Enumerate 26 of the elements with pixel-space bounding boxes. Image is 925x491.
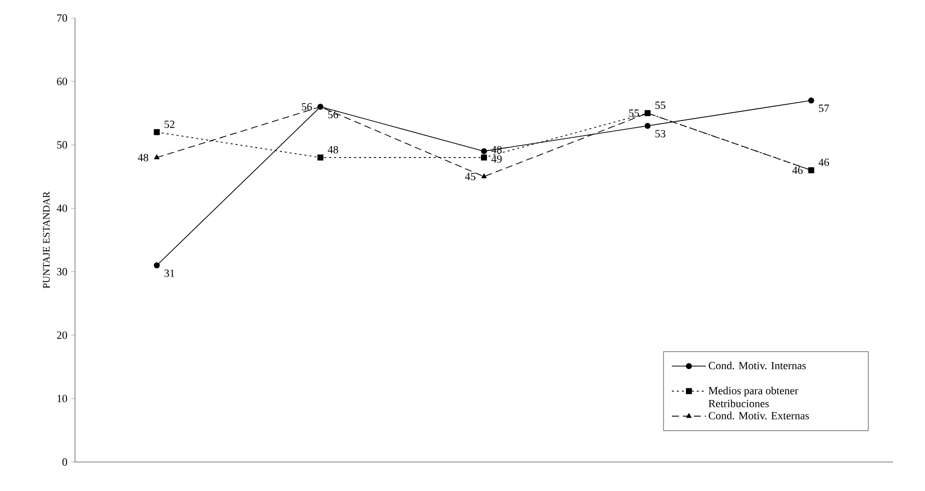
y-tick-label: 20 — [57, 331, 68, 339]
data-label: 56 — [302, 103, 312, 110]
y-axis-title: PUNTAJE ESTANDAR — [43, 191, 50, 288]
data-label: 46 — [792, 166, 803, 174]
y-tick-label: 60 — [57, 78, 68, 86]
y-tick-label: 10 — [58, 394, 68, 402]
legend-label: Cond. Motiv. Externas — [708, 412, 809, 420]
data-label: 55 — [655, 102, 666, 109]
y-tick-label: 0 — [62, 458, 68, 466]
y-tick-label: 30 — [57, 268, 68, 276]
data-label: 48 — [138, 154, 148, 162]
legend-label: Cond. Motiv. Internas — [708, 362, 806, 370]
data-label: 53 — [655, 130, 666, 138]
data-label: 46 — [818, 158, 830, 166]
data-label: 45 — [465, 172, 476, 180]
data-label: 48 — [328, 146, 338, 154]
legend-label: Medios para obtener Retribuciones — [708, 386, 798, 408]
data-label: 57 — [819, 104, 830, 112]
data-label: 56 — [328, 110, 338, 118]
y-tick-label: 40 — [56, 204, 68, 212]
data-label: 49 — [491, 155, 502, 163]
y-tick-label: 70 — [57, 14, 68, 22]
data-label: 31 — [164, 270, 174, 277]
data-label: 55 — [629, 110, 639, 117]
y-tick-label: 50 — [57, 141, 68, 149]
data-label: 52 — [164, 120, 174, 128]
